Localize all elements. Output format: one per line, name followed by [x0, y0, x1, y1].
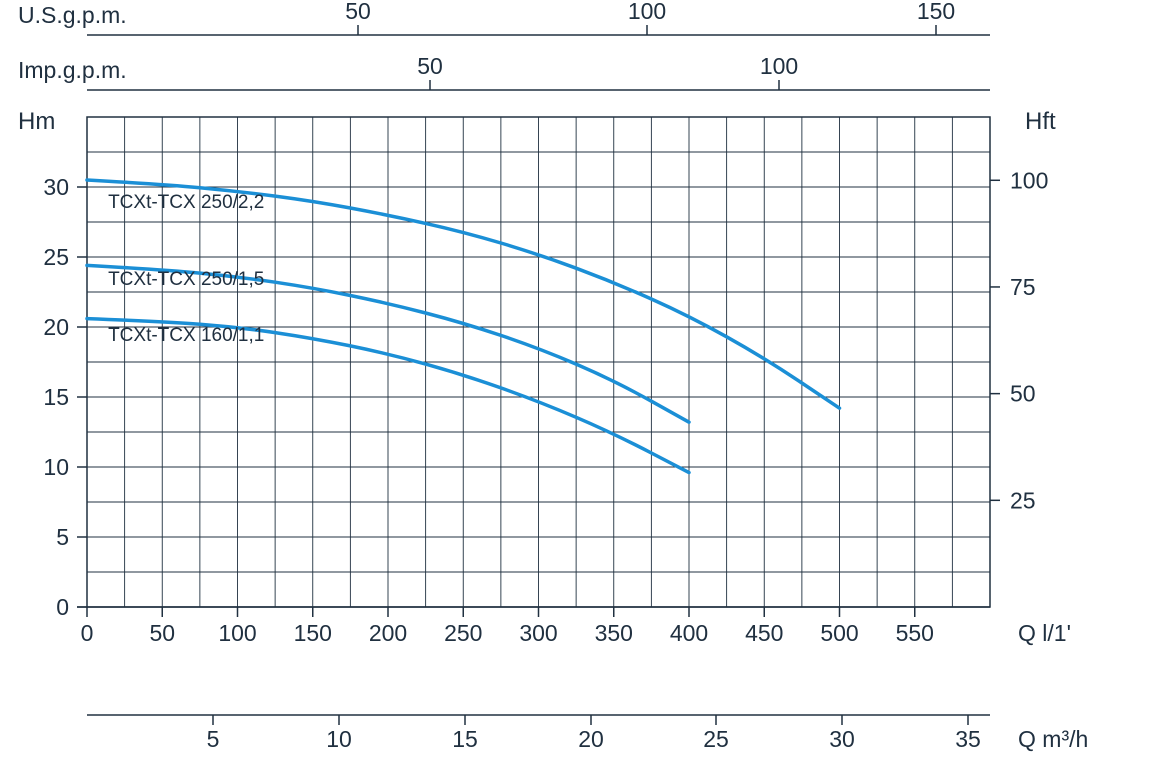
curve-label: TCXt-TCX 250/1,5	[108, 269, 264, 290]
x-tick-label: 200	[369, 620, 407, 646]
y-right-tick-label: 25	[1010, 487, 1036, 513]
x-tick-label: 250	[444, 620, 482, 646]
x-tick-label: 350	[595, 620, 633, 646]
x-tick-label: 50	[149, 620, 175, 646]
x-tick-label: 150	[294, 620, 332, 646]
top1-tick-label: 150	[917, 0, 955, 24]
curve-label: TCXt-TCX 250/2,2	[108, 192, 264, 213]
y-tick-label: 10	[43, 454, 69, 480]
y-right-tick-label: 50	[1010, 381, 1036, 407]
y-tick-label: 5	[56, 524, 69, 550]
x-tick-label: 400	[670, 620, 708, 646]
x-tick-label: 0	[81, 620, 94, 646]
x-tick-label: 450	[745, 620, 783, 646]
x2-tick-label: 15	[452, 726, 478, 752]
y-tick-label: 0	[56, 594, 69, 620]
x2-tick-label: 30	[829, 726, 855, 752]
y-axis-label: Hm	[18, 108, 55, 135]
top2-tick-label: 50	[417, 53, 443, 79]
x-tick-label: 550	[896, 620, 934, 646]
x2-tick-label: 20	[578, 726, 604, 752]
y-tick-label: 25	[43, 244, 69, 270]
x2-tick-label: 35	[955, 726, 981, 752]
y-tick-label: 20	[43, 314, 69, 340]
top1-tick-label: 50	[345, 0, 371, 24]
x2-axis-label: Q m³/h	[1018, 726, 1088, 752]
x2-tick-label: 25	[703, 726, 729, 752]
y-right-tick-label: 75	[1010, 274, 1036, 300]
top1-tick-label: 100	[628, 0, 666, 24]
top2-tick-label: 100	[760, 53, 798, 79]
x1-axis-label: Q l/1'	[1018, 620, 1071, 646]
x2-tick-label: 10	[326, 726, 352, 752]
pump-curve-chart: 0 5 10 15 20 25 30 25 50 75 100 0 50 100 150 200 250 300 3…	[0, 0, 1156, 763]
y-tick-label: 30	[43, 174, 69, 200]
y-right-axis-label: Hft	[1025, 108, 1056, 135]
y-tick-label: 15	[43, 384, 69, 410]
x-tick-label: 100	[218, 620, 256, 646]
x-tick-label: 300	[519, 620, 557, 646]
x2-tick-label: 5	[207, 726, 220, 752]
curve-label: TCXt-TCX 160/1,1	[108, 325, 264, 346]
top1-label: U.S.g.p.m.	[18, 2, 127, 28]
x-tick-label: 500	[820, 620, 858, 646]
top2-label: Imp.g.p.m.	[18, 57, 127, 83]
chart-container: 0 5 10 15 20 25 30 25 50 75 100 0 50 100 150 200 250 300 3…	[0, 0, 1156, 763]
y-right-tick-label: 100	[1010, 167, 1048, 193]
